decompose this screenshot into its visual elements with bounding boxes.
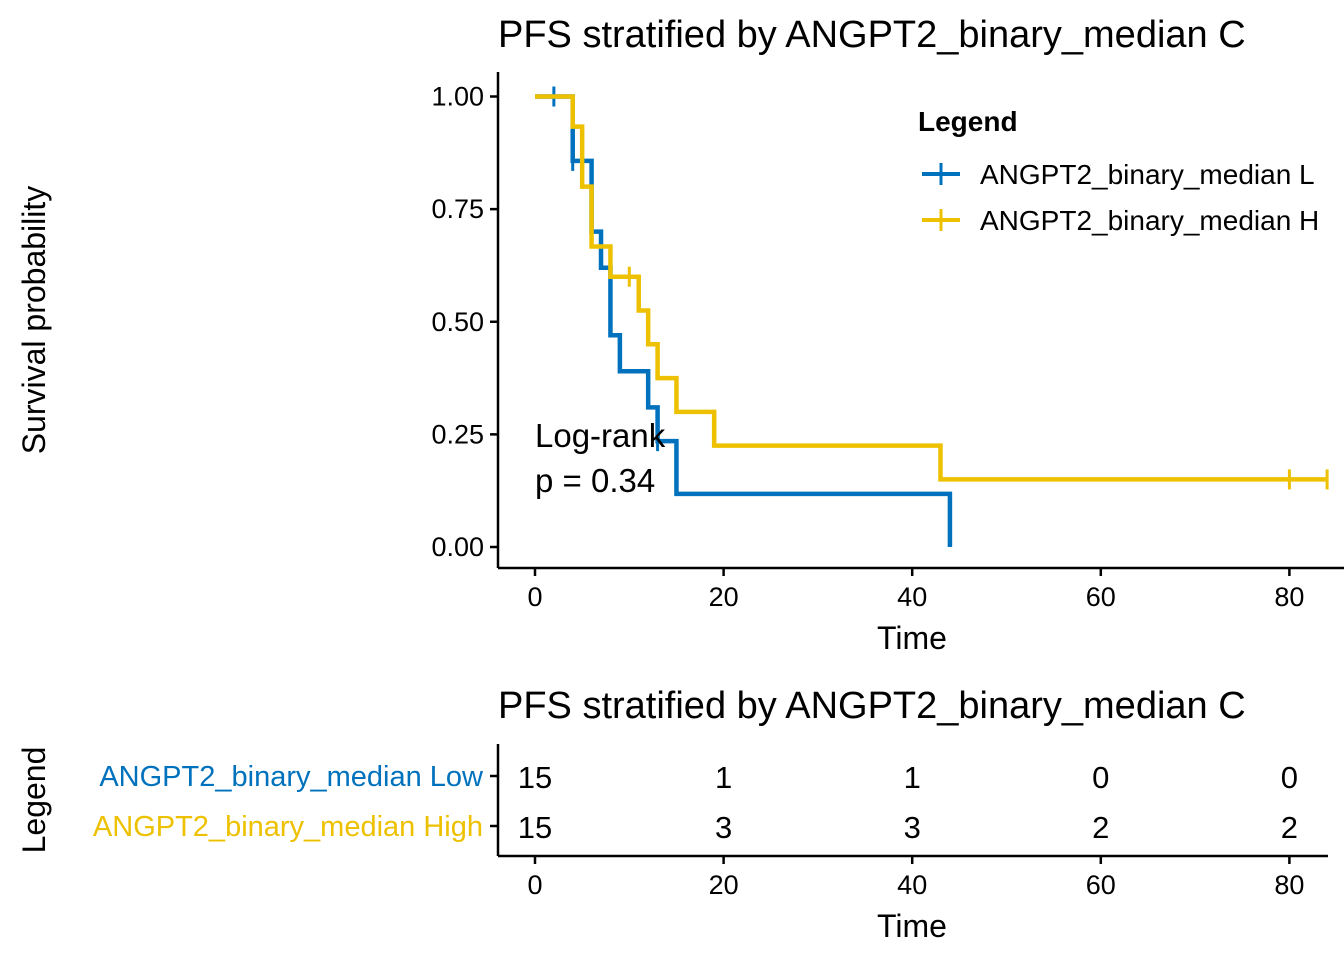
risk-table-x-axis-title: Time (877, 908, 947, 944)
legend-key-low (922, 163, 960, 185)
risk-x-tick-label: 60 (1086, 870, 1116, 900)
risk-count: 15 (518, 810, 552, 845)
risk-count: 2 (1092, 810, 1109, 845)
survival-y-tick-label: 0.50 (431, 307, 484, 337)
strata-label-high: ANGPT2_binary_median High (93, 811, 483, 843)
legend-key-high (922, 209, 960, 231)
legend: Legend ANGPT2_binary_median L ANGPT2_bin… (918, 106, 1319, 236)
survival-x-tick-label: 40 (897, 582, 927, 612)
survival-axes: 0.00 0.25 0.50 0.75 1.00 0 20 40 60 80 (431, 72, 1344, 612)
survival-x-tick-label: 0 (527, 582, 542, 612)
risk-count: 15 (518, 760, 552, 795)
logrank-label: Log-rank (535, 417, 666, 454)
risk-x-tick-label: 80 (1274, 870, 1304, 900)
survival-x-axis-title: Time (877, 620, 947, 656)
survival-curves (535, 86, 1329, 547)
risk-x-tick-label: 20 (709, 870, 739, 900)
survival-curve-high (535, 94, 1328, 482)
survival-y-tick-label: 0.75 (431, 194, 484, 224)
risk-count: 1 (715, 760, 732, 795)
risk-count: 3 (715, 810, 732, 845)
strata-label-low: ANGPT2_binary_median Low (99, 761, 484, 793)
risk-table-axes: 0 20 40 60 80 (490, 744, 1328, 900)
risk-count: 3 (904, 810, 921, 845)
risk-count: 1 (904, 760, 921, 795)
legend-title: Legend (918, 106, 1018, 137)
survival-curve-low (535, 94, 953, 547)
pvalue-label: p = 0.34 (535, 462, 655, 499)
survival-y-tick-label: 0.25 (431, 419, 484, 449)
risk-table-values: 15 1 1 0 0 15 3 3 2 2 (518, 760, 1298, 845)
risk-x-tick-label: 0 (527, 870, 542, 900)
legend-label-low: ANGPT2_binary_median L (980, 159, 1315, 190)
survival-x-tick-label: 80 (1274, 582, 1304, 612)
risk-x-tick-label: 40 (897, 870, 927, 900)
legend-label-high: ANGPT2_binary_median H (980, 205, 1319, 236)
survival-y-axis-title: Survival probability (16, 186, 52, 455)
risk-count: 2 (1281, 810, 1298, 845)
survival-plot-title: PFS stratified by ANGPT2_binary_median C (498, 14, 1246, 56)
survival-x-tick-label: 20 (709, 582, 739, 612)
survival-y-tick-label: 0.00 (431, 532, 484, 562)
risk-table-y-axis-title: Legend (16, 747, 52, 854)
risk-count: 0 (1281, 760, 1298, 795)
risk-table-title: PFS stratified by ANGPT2_binary_median C (498, 685, 1246, 727)
survival-y-tick-label: 1.00 (431, 82, 484, 112)
risk-count: 0 (1092, 760, 1109, 795)
survival-x-tick-label: 60 (1086, 582, 1116, 612)
